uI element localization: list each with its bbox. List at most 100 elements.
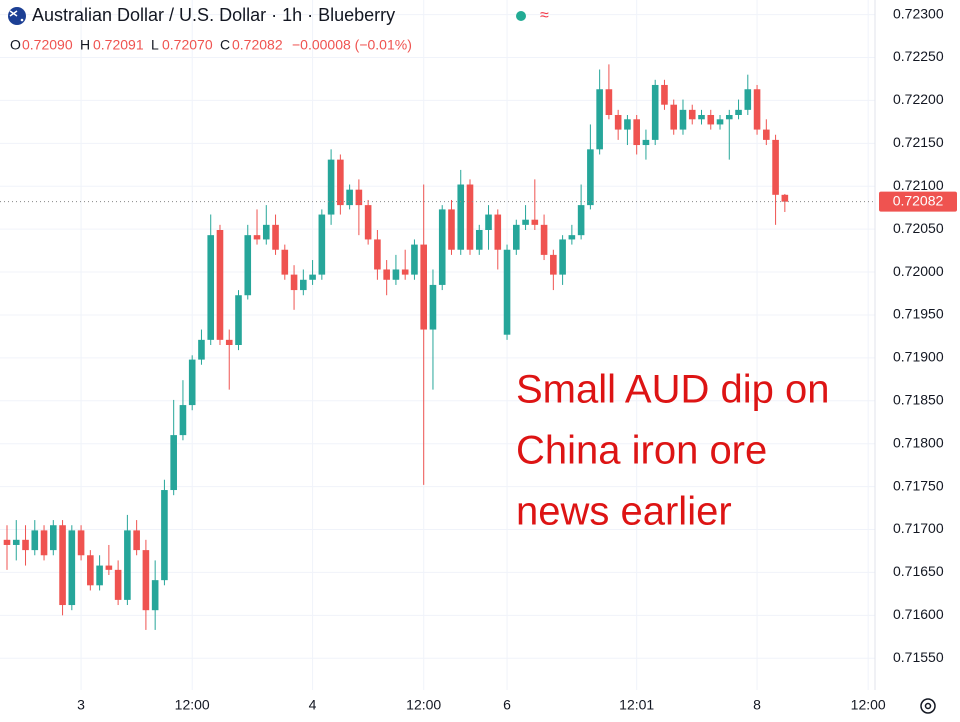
candle-body (216, 230, 224, 340)
candle-body (466, 184, 474, 250)
last-price-tag (879, 191, 957, 212)
ohlc-key: H (80, 37, 90, 53)
y-tick-label: 0.71600 (893, 606, 944, 622)
y-tick-label: 0.72200 (893, 91, 944, 107)
x-tick-label: 4 (309, 697, 317, 713)
status-wave: ≈ (540, 7, 549, 24)
y-tick-label: 0.71650 (893, 563, 944, 579)
candle-body (318, 214, 326, 275)
candle-body (364, 205, 372, 240)
candle-body (225, 339, 233, 345)
last-price-label: 0.72082 (893, 192, 944, 208)
candle-body (651, 84, 659, 140)
ohlc-value: 0.72082 (232, 37, 283, 53)
y-tick-label: 0.72050 (893, 220, 944, 236)
annotation: Small AUD dip on (516, 368, 829, 412)
y-tick-label: 0.71750 (893, 477, 944, 493)
x-tick-label: 6 (503, 697, 511, 713)
candle-body (374, 239, 381, 270)
candle-body (781, 194, 789, 202)
candle-body (485, 214, 492, 230)
candle-body (327, 159, 335, 215)
candle-body (725, 115, 733, 120)
candles (0, 64, 875, 630)
candle-body (559, 239, 566, 275)
candle-body (772, 139, 779, 195)
x-tick-label: 12:00 (406, 697, 441, 713)
candle-body (614, 115, 622, 130)
candle-body (763, 129, 770, 140)
candle-body (698, 115, 705, 120)
candle-body (290, 274, 298, 291)
candle-body (707, 115, 715, 125)
candle-body (531, 219, 539, 225)
candle-body (253, 235, 261, 240)
settings-icon-center[interactable] (924, 702, 932, 710)
candle-body (105, 565, 113, 570)
labels: 0.723000.722500.722000.721500.721000.720… (10, 5, 957, 713)
candle-body (457, 184, 465, 250)
candle-body (522, 219, 529, 225)
candle-body (337, 159, 344, 206)
ohlc-value: 0.72091 (93, 37, 144, 53)
candle-body (679, 109, 687, 130)
candle-body (475, 230, 483, 250)
candle-body (87, 555, 94, 586)
y-tick-label: 0.72100 (893, 177, 944, 193)
candle-body (31, 530, 39, 551)
candle-body (179, 405, 187, 436)
candle-body (688, 109, 696, 120)
candle-body (540, 224, 548, 255)
candle-body (753, 89, 761, 130)
y-tick-label: 0.71700 (893, 520, 944, 536)
candle-body (151, 580, 159, 611)
candle-body (513, 224, 520, 250)
candle-body (309, 274, 316, 280)
candle-body (494, 214, 502, 250)
flag-star (20, 18, 24, 22)
candle-body (401, 269, 409, 275)
candle-body (550, 254, 557, 275)
candle-body (170, 435, 177, 491)
status-dot (516, 11, 526, 21)
candle-body (346, 189, 353, 206)
candle-body (633, 119, 640, 146)
candle-body (661, 84, 668, 105)
ohlc-value: 0.72090 (22, 37, 73, 53)
candle-body (411, 244, 418, 275)
y-tick-label: 0.72250 (893, 48, 944, 64)
candle-body (568, 235, 576, 240)
candle-body (40, 530, 48, 556)
settings-icon[interactable] (920, 698, 936, 714)
x-tick-label: 3 (77, 697, 85, 713)
candle-body (716, 119, 724, 125)
candle-body (124, 530, 131, 600)
candle-body (114, 569, 122, 600)
flag-cross (9, 10, 18, 17)
annotation: news earlier (516, 490, 732, 534)
candle-body (642, 139, 650, 146)
candle-body (281, 249, 289, 275)
x-tick-label: 12:00 (851, 697, 886, 713)
candle-body (207, 235, 215, 340)
y-tick-label: 0.71950 (893, 306, 944, 322)
y-tick-label: 0.71550 (893, 649, 944, 665)
y-tick-label: 0.71800 (893, 434, 944, 450)
candle-body (624, 119, 631, 130)
candle-body (161, 490, 168, 581)
candle-body (3, 539, 11, 545)
candle-body (262, 224, 270, 240)
candle-body (429, 284, 437, 330)
candle-body (670, 104, 678, 130)
candle-body (438, 209, 446, 285)
candle-body (50, 525, 57, 551)
candle-body (587, 149, 594, 206)
candle-body (77, 530, 85, 556)
change-label: −0.00008 (−0.01%) (292, 37, 412, 53)
candle-body (142, 550, 150, 611)
x-tick-label: 12:00 (175, 697, 210, 713)
candle-body (235, 295, 242, 345)
ohlc-key: L (151, 37, 159, 53)
candle-body (392, 269, 400, 280)
